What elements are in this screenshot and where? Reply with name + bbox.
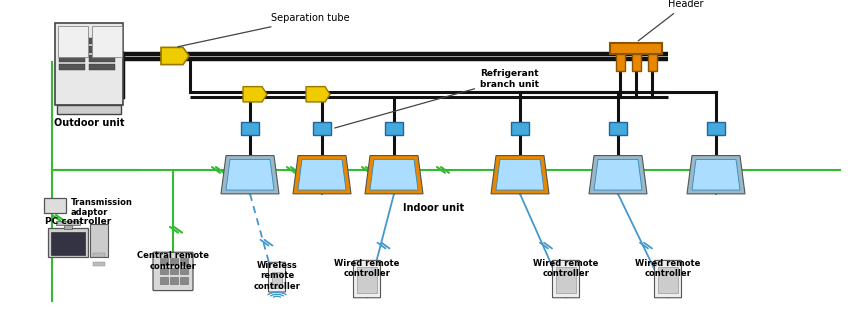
FancyBboxPatch shape (654, 260, 682, 298)
FancyBboxPatch shape (170, 277, 178, 284)
FancyBboxPatch shape (648, 54, 657, 71)
Text: Wired remote
controller: Wired remote controller (533, 259, 598, 278)
FancyBboxPatch shape (44, 198, 66, 213)
FancyBboxPatch shape (58, 26, 88, 57)
FancyBboxPatch shape (511, 122, 529, 136)
FancyBboxPatch shape (48, 228, 88, 257)
Text: PC controller: PC controller (45, 217, 111, 226)
FancyBboxPatch shape (89, 64, 115, 70)
FancyBboxPatch shape (180, 268, 188, 274)
FancyBboxPatch shape (59, 38, 85, 44)
FancyBboxPatch shape (385, 122, 403, 136)
Text: Central remote
controller: Central remote controller (137, 251, 209, 271)
Text: Indoor unit: Indoor unit (404, 203, 465, 213)
FancyBboxPatch shape (93, 262, 105, 266)
Text: Refrigerant
branch unit: Refrigerant branch unit (335, 69, 539, 128)
Polygon shape (692, 159, 740, 190)
FancyBboxPatch shape (556, 267, 576, 293)
Text: Separation tube: Separation tube (178, 13, 349, 47)
FancyBboxPatch shape (89, 46, 115, 53)
FancyBboxPatch shape (57, 105, 121, 114)
Polygon shape (496, 159, 544, 190)
FancyBboxPatch shape (160, 268, 168, 274)
FancyBboxPatch shape (153, 252, 193, 290)
FancyBboxPatch shape (59, 64, 85, 70)
FancyBboxPatch shape (160, 277, 168, 284)
Text: Wired remote
controller: Wired remote controller (635, 259, 700, 278)
Polygon shape (306, 87, 330, 102)
Polygon shape (226, 159, 274, 190)
FancyBboxPatch shape (89, 38, 115, 44)
FancyBboxPatch shape (616, 54, 625, 71)
Text: Wireless
remote
controller: Wireless remote controller (253, 261, 300, 291)
FancyBboxPatch shape (89, 55, 115, 62)
Polygon shape (161, 47, 189, 65)
Text: Outdoor unit: Outdoor unit (54, 118, 124, 128)
FancyBboxPatch shape (269, 262, 286, 292)
Polygon shape (687, 156, 745, 194)
FancyBboxPatch shape (64, 225, 72, 229)
Polygon shape (491, 156, 549, 194)
FancyBboxPatch shape (658, 267, 678, 293)
Polygon shape (370, 159, 418, 190)
FancyBboxPatch shape (357, 267, 377, 293)
FancyBboxPatch shape (313, 122, 331, 136)
Polygon shape (365, 156, 423, 194)
Polygon shape (221, 156, 279, 194)
FancyBboxPatch shape (272, 273, 282, 288)
FancyBboxPatch shape (51, 232, 85, 255)
Text: Header: Header (638, 0, 704, 41)
Polygon shape (293, 156, 351, 194)
FancyBboxPatch shape (55, 23, 123, 105)
FancyBboxPatch shape (180, 258, 188, 265)
FancyBboxPatch shape (552, 260, 580, 298)
Polygon shape (594, 159, 642, 190)
FancyBboxPatch shape (609, 122, 627, 136)
FancyBboxPatch shape (180, 277, 188, 284)
FancyBboxPatch shape (354, 260, 381, 298)
FancyBboxPatch shape (160, 258, 168, 265)
FancyBboxPatch shape (59, 46, 85, 53)
FancyBboxPatch shape (93, 253, 105, 257)
FancyBboxPatch shape (59, 55, 85, 62)
FancyBboxPatch shape (610, 43, 662, 54)
FancyBboxPatch shape (170, 258, 178, 265)
FancyBboxPatch shape (707, 122, 725, 136)
FancyBboxPatch shape (56, 221, 80, 226)
FancyBboxPatch shape (92, 26, 122, 57)
Text: Wired remote
controller: Wired remote controller (334, 259, 400, 278)
FancyBboxPatch shape (90, 224, 108, 257)
Polygon shape (243, 87, 267, 102)
Polygon shape (589, 156, 647, 194)
Polygon shape (298, 159, 346, 190)
FancyBboxPatch shape (170, 268, 178, 274)
FancyBboxPatch shape (241, 122, 259, 136)
Text: Transmission
adaptor: Transmission adaptor (71, 198, 133, 217)
FancyBboxPatch shape (632, 54, 641, 71)
